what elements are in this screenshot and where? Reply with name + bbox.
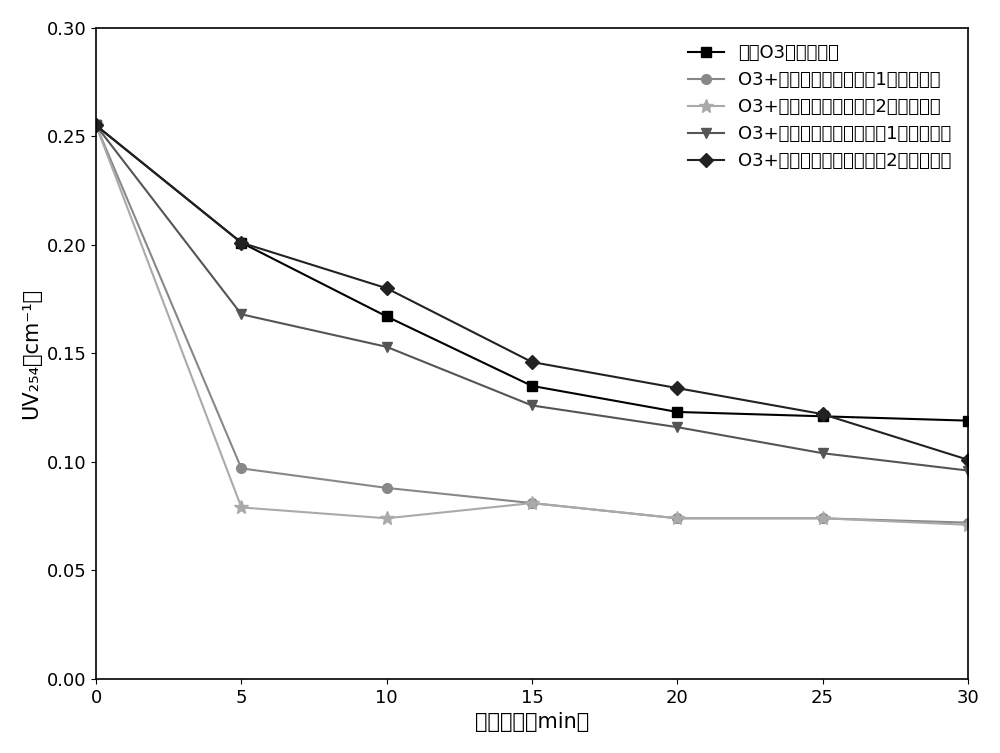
O3+现有非均相臭氧催化剁1（固定床）	[381, 343, 393, 352]
O3+磁性负载臭氧催化剁2（流化床）	[90, 121, 102, 130]
O3+现有非均相臭氧催化剁2（固定床）	[90, 121, 102, 130]
O3+现有非均相臭氧催化剁2（固定床）	[381, 284, 393, 293]
O3+现有非均相臭氧催化剁1（固定床）	[671, 422, 683, 431]
O3+磁性负载臭氧催化剁1（流化床）	[817, 514, 829, 523]
单独O3（流化床）	[962, 416, 974, 425]
O3+磁性负载臭氧催化剁1（流化床）	[671, 514, 683, 523]
O3+磁性负载臭氧催化剁1（流化床）	[381, 483, 393, 492]
O3+磁性负载臭氧催化剁2（流化床）	[962, 520, 974, 529]
单独O3（流化床）	[90, 121, 102, 130]
O3+磁性负载臭氧催化剁1（流化床）	[962, 518, 974, 527]
O3+磁性负载臭氧催化剁2（流化床）	[526, 498, 538, 508]
O3+现有非均相臭氧催化剁1（固定床）	[962, 466, 974, 475]
Line: O3+磁性负载臭氧催化剁1（流化床）: O3+磁性负载臭氧催化剁1（流化床）	[91, 120, 973, 528]
单独O3（流化床）	[526, 382, 538, 391]
Legend: 单独O3（流化床）, O3+磁性负载臭氧催化剁1（流化床）, O3+磁性负载臭氧催化剁2（流化床）, O3+现有非均相臭氧催化剁1（固定床）, O3+现有非均相: 单独O3（流化床）, O3+磁性负载臭氧催化剁1（流化床）, O3+磁性负载臭氧…	[680, 37, 959, 178]
O3+磁性负载臭氧催化剁1（流化床）	[526, 498, 538, 508]
O3+现有非均相臭氧催化剁1（固定床）	[817, 449, 829, 458]
O3+现有非均相臭氧催化剁2（固定床）	[235, 238, 247, 247]
O3+磁性负载臭氧催化剁2（流化床）	[671, 514, 683, 523]
O3+现有非均相臭氧催化剁2（固定床）	[962, 455, 974, 464]
Line: O3+磁性负载臭氧催化剁2（流化床）: O3+磁性负载臭氧催化剁2（流化床）	[89, 118, 975, 532]
Line: 单独O3（流化床）: 单独O3（流化床）	[91, 120, 973, 425]
Y-axis label: UV₂₅₄（cm⁻¹）: UV₂₅₄（cm⁻¹）	[21, 288, 41, 419]
单独O3（流化床）	[381, 312, 393, 321]
单独O3（流化床）	[671, 407, 683, 416]
单独O3（流化床）	[817, 412, 829, 421]
Line: O3+现有非均相臭氧催化剁1（固定床）: O3+现有非均相臭氧催化剁1（固定床）	[91, 120, 973, 475]
O3+磁性负载臭氧催化剁2（流化床）	[817, 514, 829, 523]
Line: O3+现有非均相臭氧催化剁2（固定床）: O3+现有非均相臭氧催化剁2（固定床）	[91, 120, 973, 465]
O3+现有非均相臭氧催化剁1（固定床）	[526, 401, 538, 410]
O3+现有非均相臭氧催化剁1（固定床）	[235, 309, 247, 319]
O3+磁性负载臭氧催化剁2（流化床）	[235, 503, 247, 512]
O3+磁性负载臭氧催化剁2（流化床）	[381, 514, 393, 523]
单独O3（流化床）	[235, 238, 247, 247]
X-axis label: 反应时间（min）: 反应时间（min）	[475, 712, 589, 732]
O3+磁性负载臭氧催化剁1（流化床）	[235, 464, 247, 473]
O3+现有非均相臭氧催化剁2（固定床）	[526, 358, 538, 367]
O3+现有非均相臭氧催化剁2（固定床）	[671, 383, 683, 392]
O3+现有非均相臭氧催化剁1（固定床）	[90, 121, 102, 130]
O3+现有非均相臭氧催化剁2（固定床）	[817, 410, 829, 419]
O3+磁性负载臭氧催化剁1（流化床）	[90, 121, 102, 130]
